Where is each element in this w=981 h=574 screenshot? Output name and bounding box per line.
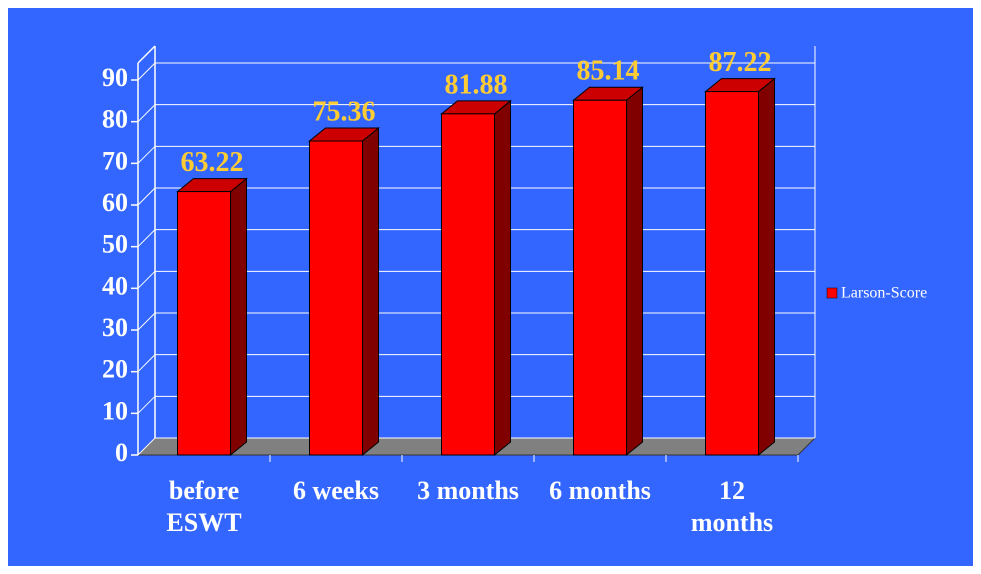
bar-side: [230, 177, 247, 457]
bar: [441, 113, 495, 456]
value-label: 75.36: [313, 96, 376, 127]
bar-side: [362, 126, 379, 457]
bar: [573, 99, 627, 456]
x-tick-label: 6 months: [549, 476, 651, 505]
wall-top-edge: [137, 45, 156, 64]
y-tick-label: 20: [102, 355, 128, 384]
x-tick-label: 6 weeks: [293, 476, 379, 505]
value-label: 81.88: [445, 69, 508, 100]
y-tick-label: 60: [102, 188, 128, 217]
y-tick-label: 40: [102, 271, 128, 300]
legend-label: Larson-Score: [841, 285, 927, 302]
grid-line: [137, 62, 815, 81]
legend-swatch: [826, 287, 838, 299]
value-label: 87.22: [709, 47, 772, 78]
y-tick-label: 10: [102, 396, 128, 425]
y-tick-label: 0: [115, 438, 128, 467]
bar: [177, 191, 231, 456]
y-tick-label: 90: [102, 63, 128, 92]
value-label: 63.22: [181, 147, 244, 178]
bar-side: [494, 99, 511, 457]
x-tick-label: 3 months: [417, 476, 519, 505]
y-tick-label: 30: [102, 313, 128, 342]
bar-side: [626, 86, 643, 457]
x-tick-label: 12 months: [690, 476, 774, 537]
bar: [705, 91, 759, 456]
bar: [309, 140, 363, 456]
y-tick-label: 50: [102, 230, 128, 259]
y-tick-label: 70: [102, 146, 128, 175]
y-tick-label: 80: [102, 105, 128, 134]
x-tick-label: before ESWT: [166, 476, 242, 537]
value-label: 85.14: [577, 56, 640, 87]
bar-side: [758, 77, 775, 457]
